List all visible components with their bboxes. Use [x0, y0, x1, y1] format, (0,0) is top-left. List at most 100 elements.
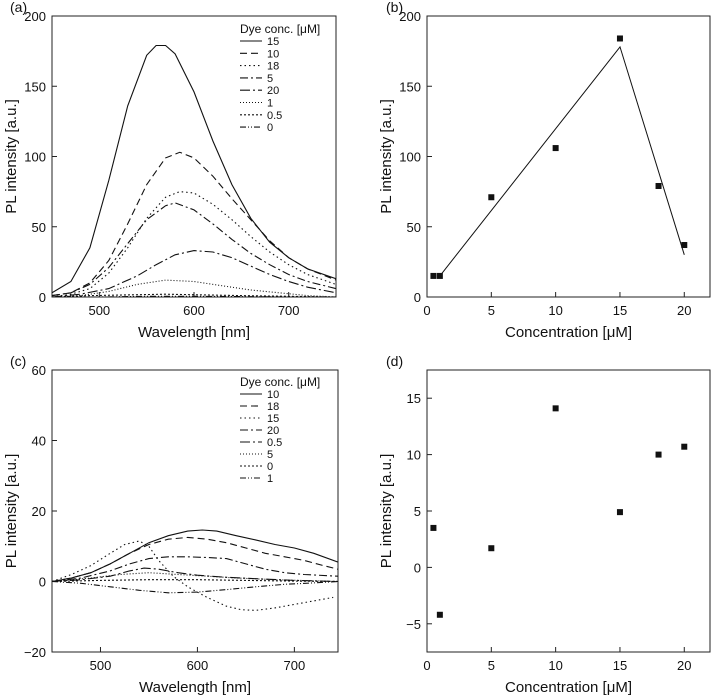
y-tick-label: 60	[32, 363, 46, 378]
panel-label: (b)	[386, 0, 403, 15]
y-tick-label: 200	[24, 9, 46, 24]
legend-entry: 0.5	[267, 110, 282, 122]
series-line-18	[52, 191, 336, 297]
legend-entry: 15	[267, 413, 279, 425]
legend-entry: 0.5	[267, 437, 282, 449]
x-tick-label: 0	[423, 303, 430, 318]
data-point	[655, 183, 662, 190]
series-line-18	[52, 536, 338, 583]
x-axis-label: Wavelength [nm]	[138, 324, 250, 341]
chart-panel-3: (c) 500 600 700 −20 0 20 40 60 Wavelength [nm] PL …	[3, 353, 339, 696]
data-point	[681, 443, 688, 450]
plot-frame	[51, 15, 337, 298]
y-tick-label: −5	[406, 617, 421, 632]
y-axis-label: PL intensity [a.u.]	[3, 454, 20, 569]
data-point	[552, 145, 559, 152]
data-point	[430, 524, 437, 531]
data-point	[430, 272, 437, 279]
x-tick-label: 10	[548, 658, 562, 673]
x-tick-label: 15	[613, 658, 627, 673]
legend-entry: 5	[267, 449, 273, 461]
legend-entry: 20	[267, 85, 279, 97]
y-tick-label: −20	[24, 645, 46, 660]
x-tick-label: 500	[88, 303, 110, 318]
legend-entry: 10	[267, 389, 279, 401]
series-line-0	[52, 579, 338, 583]
data-point	[488, 194, 495, 201]
legend-entry: 0	[267, 122, 273, 134]
series-line-10	[52, 151, 336, 297]
series-line-20	[52, 250, 336, 297]
legend-title: Dye conc. [μM]	[240, 375, 320, 389]
y-tick-label: 0	[414, 290, 421, 305]
x-tick-label: 15	[613, 303, 627, 318]
x-axis-label: Concentration [μM]	[505, 324, 632, 341]
data-point	[552, 405, 559, 412]
chart-panel-4: (d) 0 5 10 15 20 −5 0 5 10 15 Concentration [μM] PL …	[378, 353, 711, 696]
y-tick-label: 150	[24, 79, 46, 94]
legend-entry: 10	[267, 48, 279, 60]
x-tick-label: 5	[488, 658, 495, 673]
panel-label: (d)	[386, 353, 403, 369]
y-tick-label: 50	[32, 220, 46, 235]
x-tick-label: 600	[187, 658, 209, 673]
y-tick-label: 100	[399, 150, 421, 165]
y-axis-label: PL intensity [a.u.]	[3, 99, 20, 214]
data-point	[616, 509, 623, 516]
fit-line	[439, 45, 685, 277]
x-axis-label: Concentration [μM]	[505, 679, 632, 696]
y-axis-label: PL intensity [a.u.]	[378, 99, 395, 214]
x-axis-label: Wavelength [nm]	[139, 679, 251, 696]
legend-title: Dye conc. [μM]	[240, 22, 320, 36]
y-tick-label: 0	[39, 575, 46, 590]
legend-entry: 1	[267, 473, 273, 485]
y-tick-label: 150	[399, 79, 421, 94]
legend-entry: 0	[267, 461, 273, 473]
x-tick-label: 700	[284, 658, 306, 673]
x-tick-label: 600	[183, 303, 205, 318]
y-tick-label: 40	[32, 434, 46, 449]
series-line-10	[52, 529, 338, 583]
data-point	[436, 611, 443, 618]
series-line-0.5	[52, 293, 336, 297]
y-tick-label: 0	[39, 290, 46, 305]
y-tick-label: 200	[399, 9, 421, 24]
data-point	[488, 545, 495, 552]
y-tick-label: 15	[407, 391, 421, 406]
series-line-1	[52, 580, 338, 594]
legend-entry: 20	[267, 425, 279, 437]
data-point	[655, 451, 662, 458]
y-tick-label: 5	[414, 504, 421, 519]
plot-frame	[426, 15, 711, 298]
y-tick-label: 0	[414, 560, 421, 575]
panel-label: (c)	[10, 353, 26, 369]
series-line-15	[52, 44, 336, 294]
series-line-20	[52, 556, 338, 583]
legend-entry: 5	[267, 73, 273, 85]
series-line-5	[52, 202, 336, 297]
data-point	[616, 35, 623, 42]
y-tick-label: 20	[32, 504, 46, 519]
y-tick-label: 10	[407, 448, 421, 463]
series-line-5	[52, 572, 338, 583]
legend-entry: 18	[267, 61, 279, 73]
legend-entry: 1	[267, 98, 273, 110]
x-tick-label: 500	[90, 658, 112, 673]
y-tick-label: 50	[407, 220, 421, 235]
series-line-0	[52, 295, 336, 297]
panel-label: (a)	[10, 0, 27, 15]
x-tick-label: 20	[677, 658, 691, 673]
x-tick-label: 0	[423, 658, 430, 673]
plot-frame	[51, 369, 339, 653]
x-tick-label: 5	[488, 303, 495, 318]
data-point	[436, 272, 443, 279]
legend-entry: 18	[267, 401, 279, 413]
x-tick-label: 20	[677, 303, 691, 318]
y-tick-label: 100	[24, 150, 46, 165]
x-tick-label: 700	[278, 303, 300, 318]
y-axis-label: PL intensity [a.u.]	[378, 454, 395, 569]
data-point	[681, 242, 688, 249]
